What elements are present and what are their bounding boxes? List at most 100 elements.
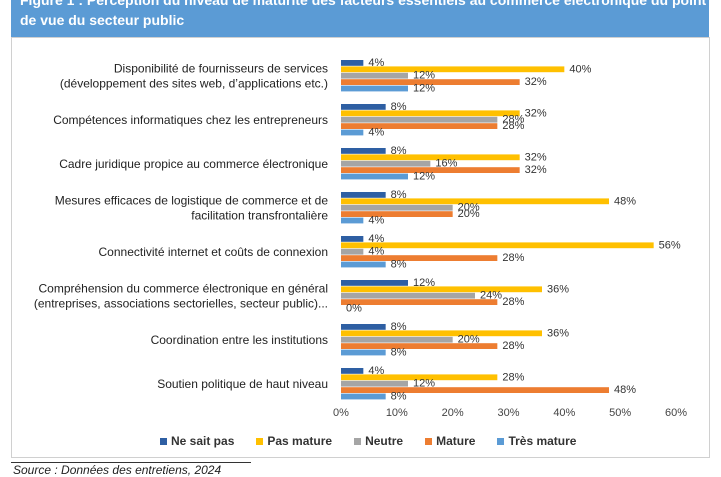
data-label: 8% (391, 391, 407, 403)
legend-item: Ne sait pas (160, 434, 234, 448)
data-label: 28% (502, 252, 524, 264)
bar (341, 79, 520, 85)
data-label: 4% (368, 365, 384, 377)
data-label: 32% (525, 107, 547, 119)
data-label: 48% (614, 195, 636, 207)
bar (341, 299, 498, 305)
bar (341, 343, 498, 349)
chart-frame: 0% 10% 20% 30% 40% 50% 60% Disponibilité de fou… (11, 37, 710, 458)
x-tick-label: 10% (386, 407, 408, 419)
data-label: 28% (502, 120, 524, 132)
legend-label: Ne sait pas (171, 434, 235, 448)
bar (341, 72, 408, 79)
bar (341, 110, 520, 117)
data-label: 8% (391, 101, 407, 113)
data-label: 48% (614, 384, 636, 396)
category-label: (développement des sites web, d’applicat… (60, 77, 328, 91)
bar (341, 330, 542, 337)
bar (341, 154, 520, 161)
x-tick-label: 30% (497, 407, 519, 419)
category-label: facilitation transfrontalière (191, 209, 328, 223)
figure-title-line-2: de vue du secteur public (20, 12, 185, 28)
data-label: 12% (413, 171, 435, 183)
data-label: 32% (525, 151, 547, 163)
bar (341, 211, 453, 217)
figure-title-line-1: Figure 1 : Perception du niveau de matur… (20, 0, 707, 8)
bar (341, 192, 386, 198)
bar (341, 280, 408, 286)
x-tick-label: 50% (609, 407, 631, 419)
data-label: 0% (346, 303, 362, 315)
bar (341, 167, 520, 173)
bar (341, 217, 364, 224)
bar (341, 198, 609, 205)
bar (341, 292, 475, 299)
data-label: 4% (368, 246, 384, 258)
category-label: Mesures efficaces de logistique de comme… (55, 194, 329, 208)
bar (341, 129, 364, 136)
bar (341, 336, 453, 343)
data-label: 4% (368, 57, 384, 69)
bar (341, 60, 364, 66)
bar (341, 242, 654, 249)
bar (341, 173, 408, 180)
x-tick-label: 40% (553, 407, 575, 419)
legend-swatch (497, 437, 505, 445)
bar (341, 66, 565, 73)
bar (341, 236, 364, 242)
legend-swatch (425, 437, 433, 445)
data-label: 40% (569, 63, 591, 75)
bar-chart: 0% 10% 20% 30% 40% 50% 60% Disponibilité de fou… (34, 57, 687, 419)
data-label: 36% (547, 327, 569, 339)
legend-label: Très mature (508, 434, 577, 448)
bar (341, 380, 408, 387)
data-label: 32% (525, 164, 547, 176)
category-label: Cadre juridique propice au commerce élec… (59, 157, 328, 171)
data-label: 12% (413, 70, 435, 82)
legend-item: Très mature (497, 434, 576, 448)
data-label: 28% (502, 114, 524, 126)
bar (341, 387, 609, 393)
bar (341, 374, 498, 381)
data-label: 8% (391, 347, 407, 359)
data-label: 20% (458, 208, 480, 220)
data-label: 24% (480, 290, 502, 302)
bar (341, 286, 542, 293)
x-tick-label: 60% (665, 407, 687, 419)
bar (341, 85, 408, 92)
source-note: Source : Données des entretiens, 2024 (13, 463, 222, 477)
bar (341, 324, 386, 330)
bar (341, 123, 498, 129)
source-divider (11, 462, 251, 463)
data-label: 28% (502, 296, 524, 308)
data-label: 8% (391, 145, 407, 157)
data-label: 4% (368, 233, 384, 245)
chart-legend: Ne sait pas Pas mature Neutre Mature Très ma… (160, 434, 576, 448)
legend-swatch (354, 437, 362, 445)
data-label: 8% (391, 259, 407, 271)
figure-title-bar: Figure 1 : Perception du niveau de matur… (11, 0, 709, 37)
bar (341, 255, 498, 261)
bar (341, 248, 364, 255)
bar (341, 393, 386, 400)
x-tick-label: 0% (333, 407, 349, 419)
data-label: 36% (547, 283, 569, 295)
x-tick-label: 20% (442, 407, 464, 419)
data-label: 32% (525, 76, 547, 88)
bar (341, 204, 453, 211)
bar (341, 368, 364, 374)
bar (341, 116, 498, 123)
category-label: Compréhension du commerce électronique e… (39, 282, 329, 296)
data-label: 16% (435, 158, 457, 170)
legend-label: Mature (436, 434, 476, 448)
legend-label: Pas mature (267, 434, 333, 448)
category-label: Coordination entre les institutions (151, 333, 328, 347)
data-label: 12% (413, 83, 435, 95)
data-label: 28% (502, 340, 524, 352)
category-label: Compétences informatiques chez les entre… (53, 113, 328, 127)
bar (341, 104, 386, 110)
legend-swatch (256, 437, 264, 445)
data-label: 12% (413, 277, 435, 289)
data-label: 8% (391, 321, 407, 333)
bar (341, 349, 386, 356)
